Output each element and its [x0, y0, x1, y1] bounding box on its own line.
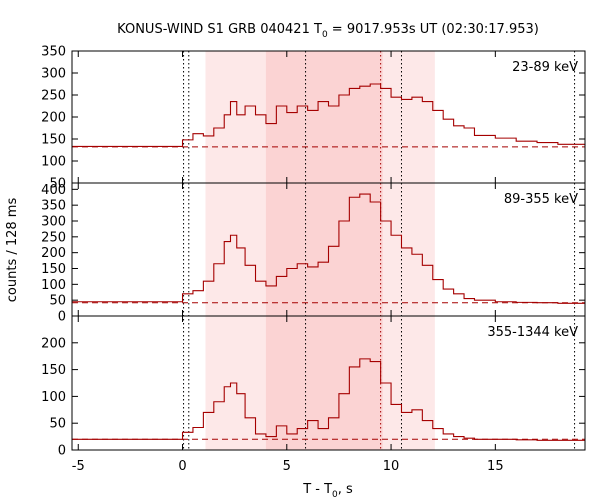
- y-tick-label: 50: [49, 417, 66, 432]
- y-tick-label: 100: [41, 278, 66, 293]
- panel-frame: [71, 315, 586, 451]
- x-tick-label: -5: [72, 459, 85, 474]
- x-tick-label: 5: [283, 459, 291, 474]
- lightcurve-series: [72, 358, 585, 441]
- x-tick-label: 0: [178, 459, 186, 474]
- shaded-interval-dark: [265, 51, 383, 450]
- x-tick-label: 10: [383, 459, 400, 474]
- y-tick-label: 400: [41, 183, 66, 198]
- lightcurve-series: [72, 193, 585, 304]
- shaded-interval-layer: [205, 51, 435, 450]
- y-tick-label: 300: [41, 215, 66, 230]
- chart-title: KONUS-WIND S1 GRB 040421 T0 = 9017.953s …: [117, 22, 539, 40]
- y-tick-label: 200: [41, 246, 66, 261]
- y-tick-label: 150: [41, 133, 66, 148]
- y-tick-label: 250: [41, 230, 66, 245]
- lightcurve-layer: [72, 83, 586, 441]
- y-tick-label: 100: [41, 155, 66, 170]
- y-tick-label: 150: [41, 363, 66, 378]
- y-tick-label: 150: [41, 262, 66, 277]
- x-axis-title-subscript: 0: [332, 490, 338, 500]
- y-tick-label: 200: [41, 111, 66, 126]
- chart-title-subscript: 0: [322, 30, 328, 40]
- x-axis-title-suffix: , s: [338, 482, 353, 497]
- x-tick-label: 15: [487, 459, 504, 474]
- tick-layer: [72, 50, 585, 451]
- y-tick-label: 0: [58, 444, 66, 459]
- chart-title-suffix: = 9017.953s UT (02:30:17.953): [328, 22, 539, 37]
- y-tick-label: 50: [49, 294, 66, 309]
- y-tick-label: 100: [41, 390, 66, 405]
- y-tick-label: 250: [41, 89, 66, 104]
- y-axis-title: counts / 128 ms: [5, 198, 20, 303]
- y-tick-label: 350: [41, 45, 66, 60]
- y-tick-label: 350: [41, 199, 66, 214]
- lightcurve-series: [72, 83, 586, 148]
- y-tick-label: 200: [41, 336, 66, 351]
- y-tick-label: 50: [49, 177, 66, 192]
- energy-band-label: 23-89 keV: [512, 60, 578, 75]
- energy-band-label: 355-1344 keV: [487, 325, 578, 340]
- energy-band-label: 89-355 keV: [504, 192, 578, 207]
- chart-title-prefix: KONUS-WIND S1 GRB 040421 T: [117, 22, 322, 37]
- y-tick-label: 0: [58, 310, 66, 325]
- y-tick-label: 300: [41, 67, 66, 82]
- x-axis-title: T - T0, s: [302, 482, 353, 500]
- x-axis-title-prefix: T - T: [302, 482, 332, 497]
